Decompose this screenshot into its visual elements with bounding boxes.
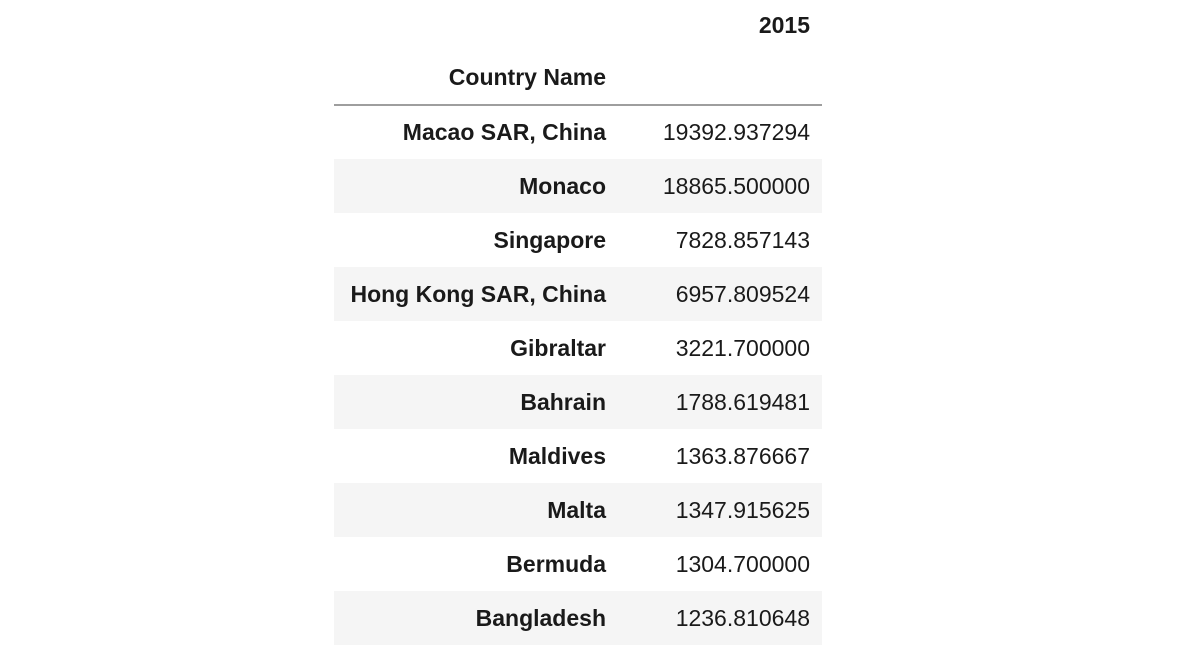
row-index-cell: Gibraltar (510, 334, 606, 361)
table-row: Gibraltar 3221.700000 (334, 321, 822, 375)
table-row: Singapore 7828.857143 (334, 213, 822, 267)
row-index-cell: Bahrain (520, 388, 606, 415)
row-value-cell: 1236.810648 (675, 604, 810, 631)
row-value-cell: 1788.619481 (675, 388, 810, 415)
table-body: Macao SAR, China 19392.937294 Monaco 188… (334, 105, 822, 645)
row-index-cell: Singapore (493, 226, 606, 253)
row-value-cell: 3221.700000 (675, 334, 810, 361)
column-header-row: 2015 (334, 0, 822, 50)
table-row: Malta 1347.915625 (334, 483, 822, 537)
row-index-cell: Malta (547, 496, 606, 523)
dataframe-table: 2015 Country Name Macao SAR, China 19392… (334, 0, 822, 645)
column-header-2015: 2015 (758, 11, 810, 38)
index-name-blank-cell (618, 50, 822, 106)
table-header: 2015 Country Name (334, 0, 822, 106)
row-value-cell: 1363.876667 (675, 442, 810, 469)
row-value-cell: 7828.857143 (675, 226, 810, 253)
table-row: Bangladesh 1236.810648 (334, 591, 822, 645)
row-value-cell: 1304.700000 (675, 550, 810, 577)
header-blank-cell (334, 0, 618, 50)
row-index-cell: Macao SAR, China (402, 119, 606, 145)
index-name-row: Country Name (334, 50, 822, 106)
table-row: Bermuda 1304.700000 (334, 537, 822, 591)
table-row: Hong Kong SAR, China 6957.809524 (334, 267, 822, 321)
table-row: Maldives 1363.876667 (334, 429, 822, 483)
row-index-cell: Monaco (519, 172, 606, 199)
row-index-cell: Hong Kong SAR, China (350, 280, 606, 307)
row-value-cell: 6957.809524 (675, 280, 810, 307)
row-value-cell: 1347.915625 (675, 496, 810, 523)
table-row: Bahrain 1788.619481 (334, 375, 822, 429)
row-index-cell: Maldives (508, 442, 606, 469)
index-name-header: Country Name (334, 50, 618, 106)
table-row: Macao SAR, China 19392.937294 (334, 105, 822, 159)
row-value-cell: 19392.937294 (662, 119, 810, 145)
row-index-cell: Bangladesh (475, 604, 606, 631)
row-index-cell: Bermuda (506, 550, 606, 577)
row-value-cell: 18865.500000 (662, 172, 810, 199)
table-row: Monaco 18865.500000 (334, 159, 822, 213)
dataframe-output: 2015 Country Name Macao SAR, China 19392… (334, 0, 822, 645)
